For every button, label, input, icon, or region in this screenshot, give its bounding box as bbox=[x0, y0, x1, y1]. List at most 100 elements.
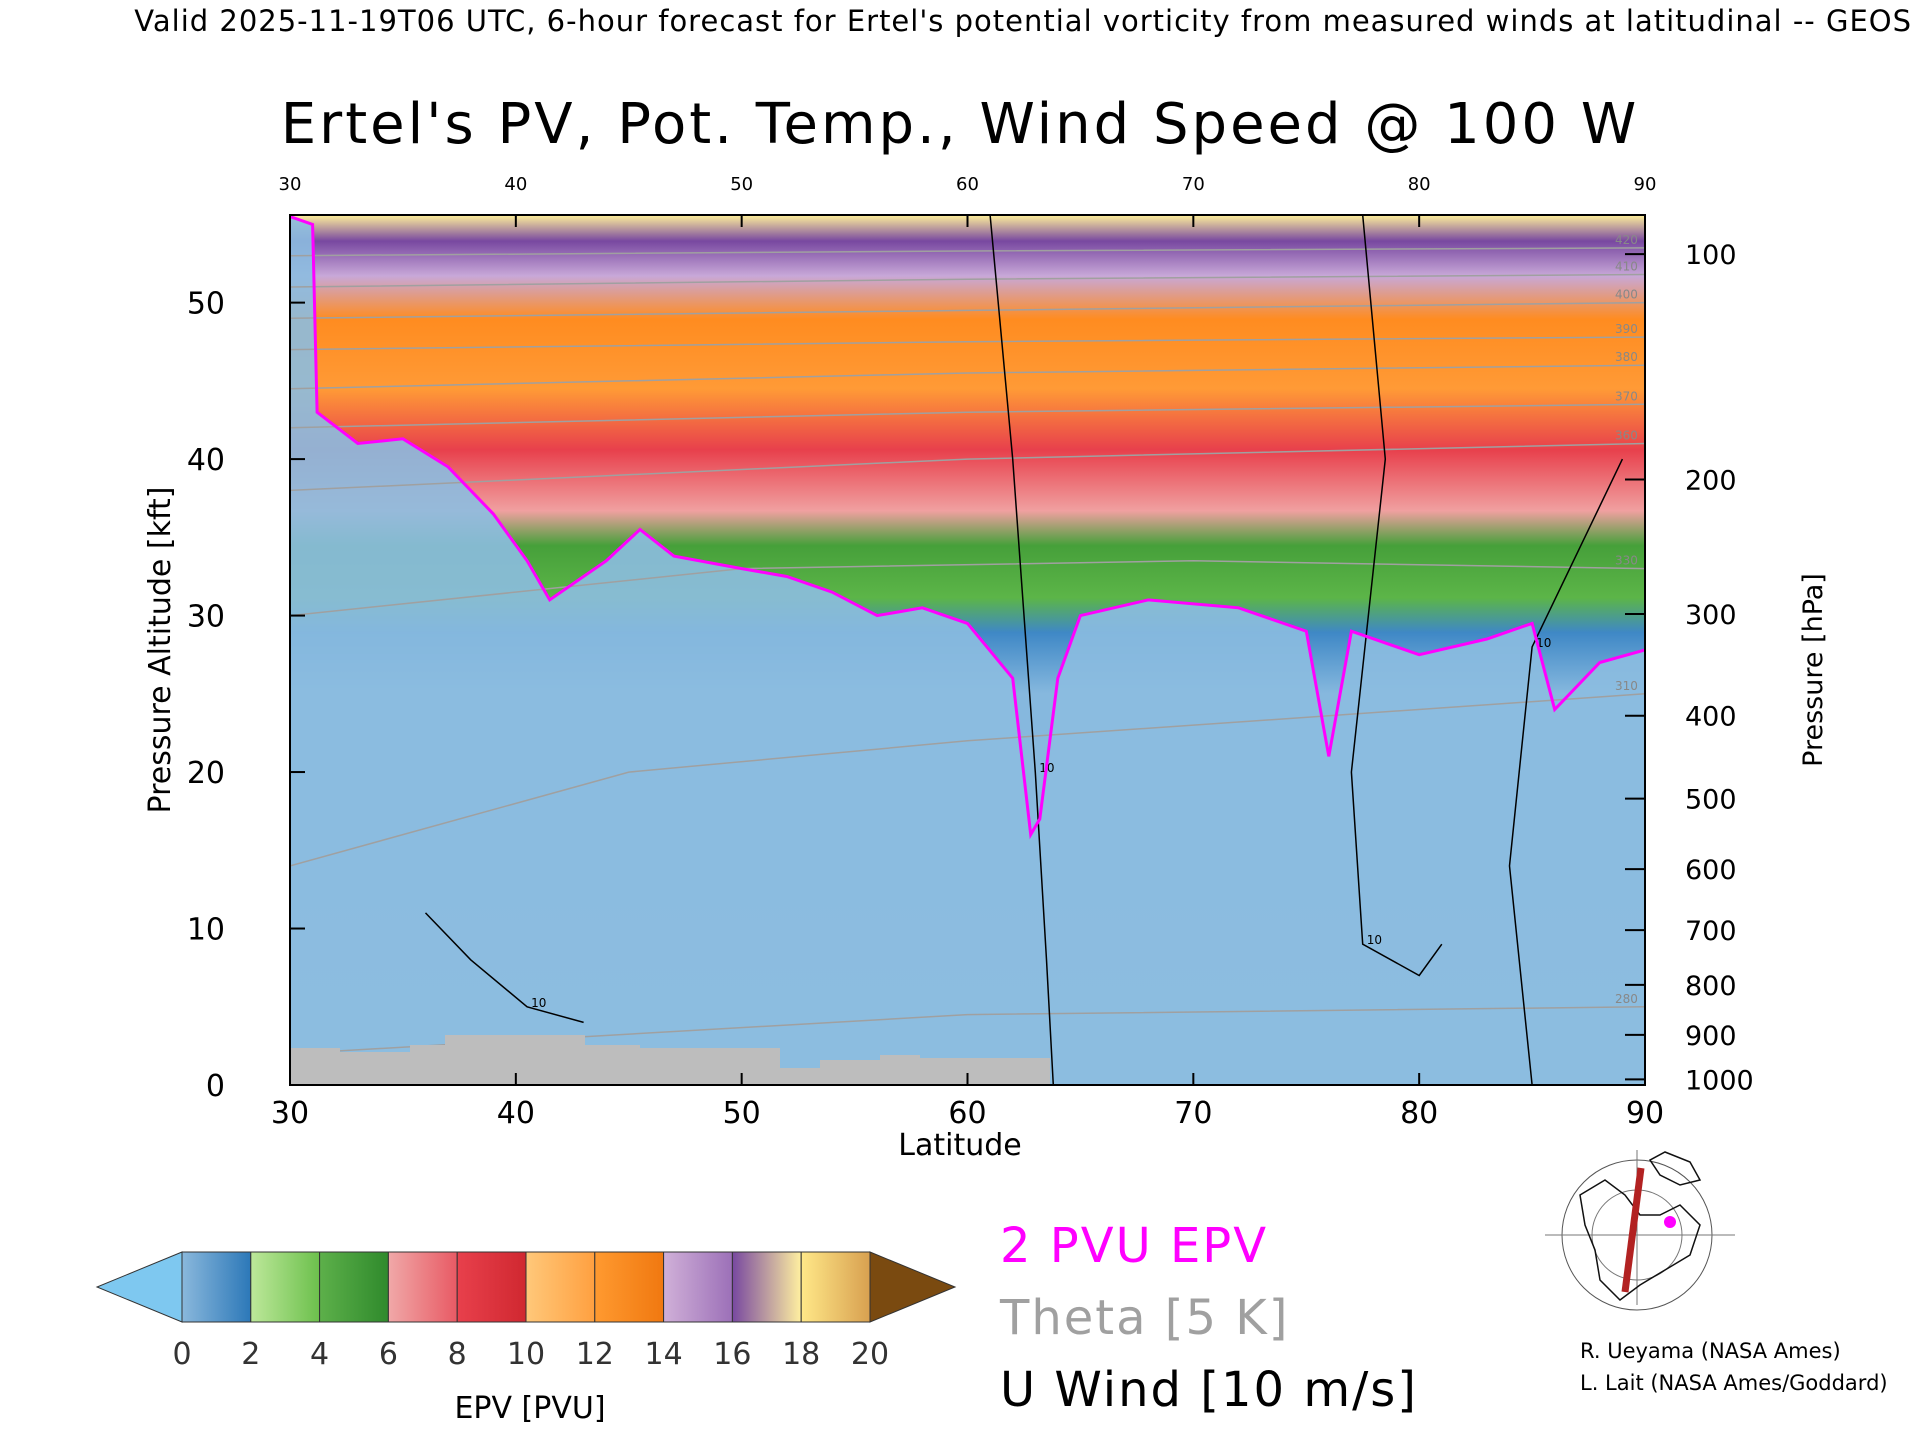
y-tick-label: 50 bbox=[187, 287, 225, 322]
theta-contour-label: 420 bbox=[1615, 233, 1638, 247]
u-wind-contour bbox=[1508, 458, 1624, 1085]
colorbar-tick-label: 4 bbox=[310, 1337, 329, 1372]
troposphere-fill bbox=[290, 216, 1645, 1085]
theta-contour bbox=[290, 693, 1645, 867]
colorbar-tick-label: 14 bbox=[645, 1337, 683, 1372]
pressure-tick-label: 300 bbox=[1685, 600, 1737, 631]
colorbar-over-arrow bbox=[869, 1251, 957, 1323]
theta-contour-label: 370 bbox=[1615, 389, 1638, 403]
colorbar-segment bbox=[731, 1251, 802, 1323]
y-axis-label: Pressure Altitude [kft] bbox=[143, 487, 178, 814]
axes: 3030404050506060707080809090010203040501… bbox=[187, 174, 1754, 1131]
x-top-tick-label: 70 bbox=[1182, 174, 1205, 195]
x-top-tick-label: 90 bbox=[1634, 174, 1657, 195]
u-wind-contour-label: 10 bbox=[1367, 933, 1382, 947]
theta-contour-label: 390 bbox=[1615, 322, 1638, 336]
pressure-tick-label: 200 bbox=[1685, 465, 1737, 496]
epv-colorbar: 0 2 4 6 8 10 12 14 16 18 20 bbox=[95, 1251, 957, 1372]
theta-contour-label: 310 bbox=[1615, 679, 1638, 693]
theta-contour bbox=[290, 560, 1645, 617]
theta-contour-label: 330 bbox=[1615, 554, 1638, 568]
colorbar-tick-label: 0 bbox=[172, 1337, 191, 1372]
theta-contour-label: 400 bbox=[1615, 288, 1638, 302]
pressure-axis-label: Pressure [hPa] bbox=[1798, 573, 1829, 767]
pressure-tick-label: 900 bbox=[1685, 1021, 1737, 1052]
y-tick-label: 30 bbox=[187, 600, 225, 635]
colorbar-segment bbox=[181, 1251, 252, 1323]
x-tick-label: 80 bbox=[1400, 1096, 1438, 1131]
x-tick-label: 30 bbox=[271, 1096, 309, 1131]
colorbar-segment bbox=[663, 1251, 733, 1323]
colorbar-segment bbox=[456, 1251, 527, 1323]
theta-contour-label: 410 bbox=[1615, 259, 1638, 273]
pressure-tick-label: 100 bbox=[1685, 240, 1737, 271]
colorbar-tick-label: 18 bbox=[782, 1337, 820, 1372]
colorbar-tick-label: 20 bbox=[851, 1337, 889, 1372]
colorbar-segment bbox=[525, 1251, 596, 1323]
colorbar-tick-label: 6 bbox=[379, 1337, 398, 1372]
y-tick-label: 0 bbox=[206, 1069, 225, 1104]
colorbar-segment bbox=[319, 1251, 389, 1323]
pressure-tick-label: 700 bbox=[1685, 916, 1737, 947]
u-wind-contour bbox=[424, 912, 584, 1024]
plot-title: Ertel's PV, Pot. Temp., Wind Speed @ 100… bbox=[280, 92, 1640, 157]
x-tick-label: 60 bbox=[948, 1096, 986, 1131]
colorbar-tick-label: 16 bbox=[713, 1337, 751, 1372]
theta-contour bbox=[290, 336, 1645, 351]
colorbar-segment bbox=[594, 1251, 665, 1323]
legend-pv: 2 PVU EPV bbox=[1000, 1218, 1269, 1274]
pv-2pvu-contour bbox=[290, 215, 1645, 840]
x-tick-label: 90 bbox=[1626, 1096, 1664, 1131]
y-tick-label: 10 bbox=[187, 913, 225, 948]
x-top-tick-label: 80 bbox=[1408, 174, 1431, 195]
locator-map bbox=[1538, 1150, 1740, 1311]
location-marker bbox=[1664, 1216, 1676, 1228]
x-tick-label: 50 bbox=[723, 1096, 761, 1131]
pressure-tick-label: 800 bbox=[1685, 971, 1737, 1002]
legend-theta: Theta [5 K] bbox=[1000, 1290, 1290, 1346]
colorbar-segment bbox=[800, 1251, 871, 1323]
credit-line-2: L. Lait (NASA Ames/Goddard) bbox=[1580, 1371, 1888, 1395]
colorbar-segment bbox=[250, 1251, 321, 1323]
x-top-tick-label: 50 bbox=[730, 174, 753, 195]
pressure-tick-label: 1000 bbox=[1685, 1065, 1754, 1096]
colorbar-tick-label: 2 bbox=[241, 1337, 260, 1372]
colorbar-tick-label: 12 bbox=[576, 1337, 614, 1372]
theta-contour-label: 360 bbox=[1615, 428, 1638, 442]
theta-contour bbox=[290, 403, 1645, 429]
colorbar-tick-label: 8 bbox=[448, 1337, 467, 1372]
x-top-tick-label: 30 bbox=[279, 174, 302, 195]
colorbar-segment bbox=[387, 1251, 458, 1323]
credits: R. Ueyama (NASA Ames) L. Lait (NASA Ames… bbox=[1580, 1335, 1888, 1399]
colorbar-tick-label: 10 bbox=[507, 1337, 545, 1372]
theta-contour bbox=[290, 364, 1645, 390]
x-top-tick-label: 40 bbox=[504, 174, 527, 195]
legend-wind: U Wind [10 m/s] bbox=[1000, 1362, 1419, 1418]
theta-contour bbox=[290, 273, 1645, 288]
cross-section-line bbox=[1621, 1167, 1645, 1293]
forecast-header: Valid 2025-11-19T06 UTC, 6-hour forecast… bbox=[134, 4, 1912, 38]
u-wind-contour bbox=[1350, 215, 1443, 977]
x-axis-label: Latitude bbox=[898, 1128, 1021, 1163]
pressure-tick-label: 400 bbox=[1685, 702, 1737, 733]
theta-contour bbox=[290, 247, 1645, 257]
colorbar-under-arrow bbox=[95, 1251, 183, 1323]
u-wind-contour-label: 10 bbox=[1536, 636, 1551, 650]
theta-contour bbox=[290, 442, 1645, 492]
pressure-tick-label: 500 bbox=[1685, 785, 1737, 816]
x-top-tick-label: 60 bbox=[956, 174, 979, 195]
theta-contour-label: 280 bbox=[1615, 992, 1638, 1006]
credit-line-1: R. Ueyama (NASA Ames) bbox=[1580, 1339, 1841, 1363]
x-tick-label: 40 bbox=[497, 1096, 535, 1131]
u-wind-contour bbox=[989, 215, 1055, 1085]
y-tick-label: 20 bbox=[187, 756, 225, 791]
theta-contour bbox=[290, 301, 1645, 320]
y-tick-label: 40 bbox=[187, 443, 225, 478]
contour-legend: 2 PVU EPV Theta [5 K] U Wind [10 m/s] bbox=[1000, 1210, 1418, 1426]
colorbar-label: EPV [PVU] bbox=[454, 1391, 605, 1426]
theta-contour-label: 380 bbox=[1615, 350, 1638, 364]
terrain-mask bbox=[290, 1035, 1050, 1085]
x-tick-label: 70 bbox=[1174, 1096, 1212, 1131]
pressure-tick-label: 600 bbox=[1685, 855, 1737, 886]
